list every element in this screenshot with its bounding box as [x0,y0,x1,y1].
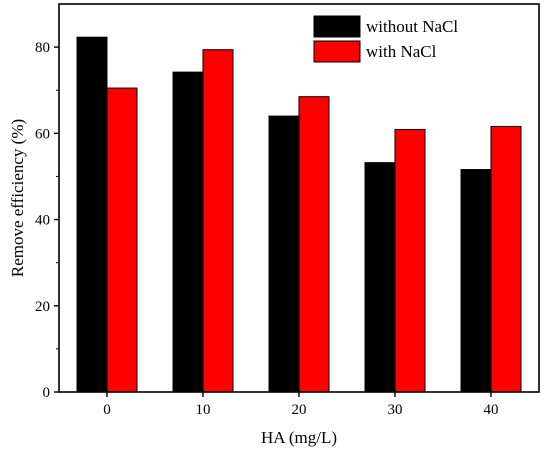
axes-layer: 0 20 40 60 80 0 10 20 30 40 [35,40,499,418]
x-tick-label: 10 [196,402,211,418]
y-tick-label: 60 [35,126,50,142]
y-tick-label: 40 [35,213,50,229]
x-tick-label: 30 [388,402,403,418]
bar-without-nacl-0 [76,36,108,393]
x-tick-label: 40 [484,402,499,418]
y-tick-label: 0 [43,385,51,401]
bar-with-nacl-40 [490,125,522,393]
bar-without-nacl-40 [460,169,492,393]
legend-swatch-without-nacl [313,15,361,38]
legend-swatch-with-nacl [313,40,361,63]
y-tick-label: 80 [35,40,50,56]
legend: without NaCl with NaCl [313,15,458,63]
bar-with-nacl-0 [106,87,138,393]
x-tick-label: 20 [292,402,307,418]
x-axis-label: HA (mg/L) [261,428,337,447]
y-axis-label: Remove efficiency (%) [8,119,27,277]
bar-without-nacl-30 [364,162,396,393]
legend-label-with-nacl: with NaCl [366,42,437,61]
bar-without-nacl-20 [268,115,300,393]
bar-with-nacl-10 [202,49,234,393]
x-tick-label: 0 [103,402,111,418]
bar-without-nacl-10 [172,71,204,393]
y-tick-label: 20 [35,299,50,315]
bar-with-nacl-30 [394,128,426,393]
bar-with-nacl-20 [298,96,330,393]
bars-layer [76,36,522,393]
legend-label-without-nacl: without NaCl [366,17,458,36]
